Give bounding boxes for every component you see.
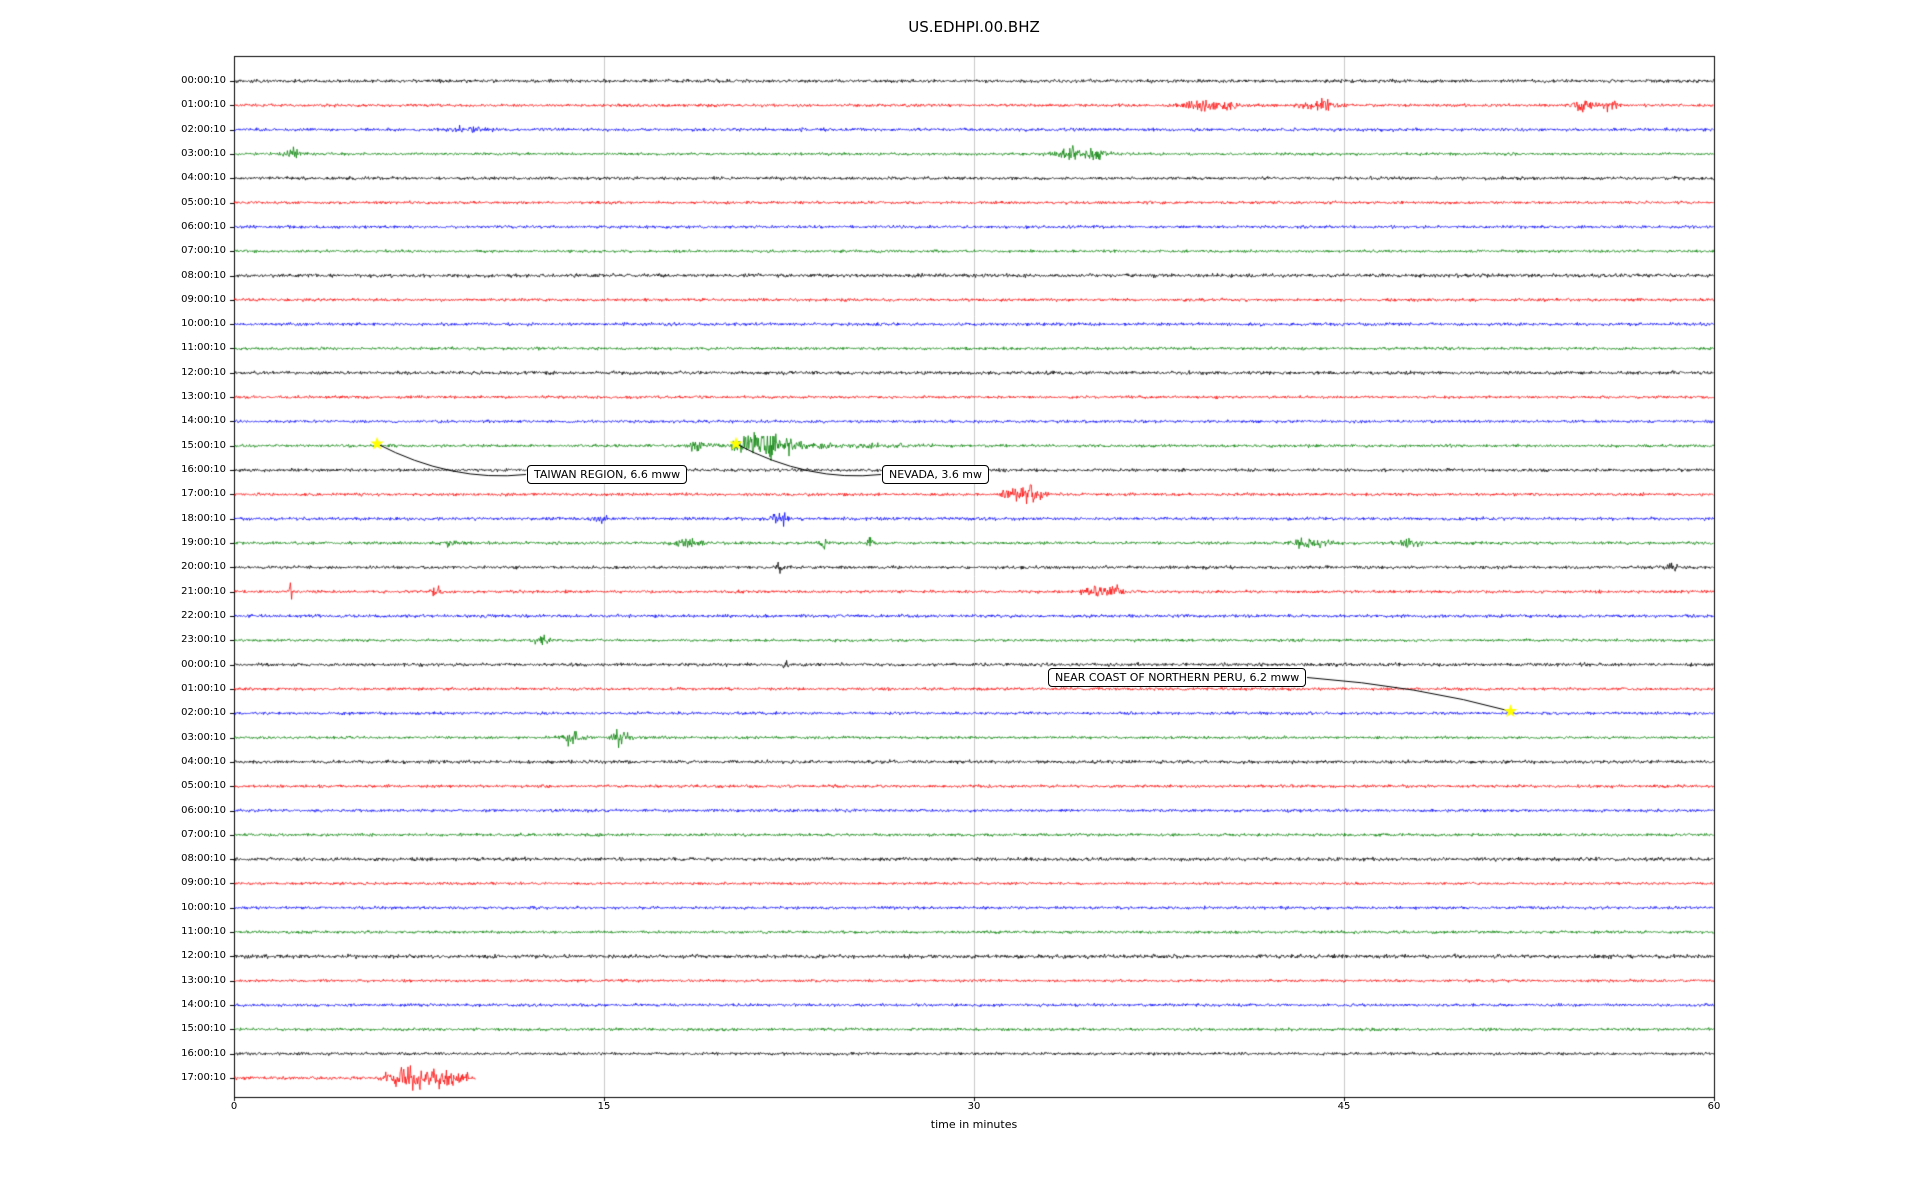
y-tick-label: 17:00:10 [181, 488, 226, 500]
y-tick-label: 20:00:10 [181, 561, 226, 573]
x-tick-label: 30 [967, 1101, 981, 1112]
x-tick-label: 0 [230, 1101, 238, 1112]
x-tick-label: 15 [597, 1101, 611, 1112]
y-tick-label: 00:00:10 [181, 658, 226, 670]
y-tick-label: 03:00:10 [181, 147, 226, 159]
y-tick-label: 22:00:10 [181, 609, 226, 621]
y-tick-label: 16:00:10 [181, 1047, 226, 1059]
y-tick-label: 11:00:10 [181, 926, 226, 938]
y-tick-label: 10:00:10 [181, 318, 226, 330]
x-tick-label: 45 [1337, 1101, 1351, 1112]
y-tick-label: 07:00:10 [181, 828, 226, 840]
x-tick-label: 60 [1707, 1101, 1721, 1112]
annotation-peru: NEAR COAST OF NORTHERN PERU, 6.2 mww [1048, 668, 1307, 687]
y-tick-label: 19:00:10 [181, 537, 226, 549]
y-tick-label: 12:00:10 [181, 950, 226, 962]
y-tick-label: 14:00:10 [181, 999, 226, 1011]
y-tick-label: 23:00:10 [181, 634, 226, 646]
annotation-taiwan-region: TAIWAN REGION, 6.6 mww [527, 465, 688, 484]
y-tick-label: 03:00:10 [181, 731, 226, 743]
y-tick-label: 15:00:10 [181, 439, 226, 451]
y-tick-label: 12:00:10 [181, 366, 226, 378]
y-tick-label: 02:00:10 [181, 123, 226, 135]
y-tick-label: 09:00:10 [181, 293, 226, 305]
y-tick-label: 14:00:10 [181, 415, 226, 427]
y-tick-label: 18:00:10 [181, 512, 226, 524]
y-tick-label: 13:00:10 [181, 974, 226, 986]
y-tick-label: 04:00:10 [181, 755, 226, 767]
y-tick-label: 06:00:10 [181, 220, 226, 232]
y-tick-label: 11:00:10 [181, 342, 226, 354]
y-tick-label: 09:00:10 [181, 877, 226, 889]
y-tick-label: 06:00:10 [181, 804, 226, 816]
y-tick-label: 00:00:10 [181, 75, 226, 86]
y-tick-label: 13:00:10 [181, 391, 226, 403]
y-tick-label: 10:00:10 [181, 901, 226, 913]
y-tick-label: 21:00:10 [181, 585, 226, 597]
y-tick-label: 01:00:10 [181, 682, 226, 694]
y-tick-label: 04:00:10 [181, 172, 226, 184]
y-tick-label: 05:00:10 [181, 196, 226, 208]
y-tick-label: 07:00:10 [181, 245, 226, 257]
y-tick-label: 15:00:10 [181, 1023, 226, 1035]
y-tick-label: 05:00:10 [181, 780, 226, 792]
y-tick-label: 16:00:10 [181, 464, 226, 476]
y-tick-label: 08:00:10 [181, 853, 226, 865]
y-tick-label: 17:00:10 [181, 1072, 226, 1083]
y-tick-label: 08:00:10 [181, 269, 226, 281]
y-tick-label: 02:00:10 [181, 707, 226, 719]
annotation-nevada: NEVADA, 3.6 mw [882, 465, 990, 484]
y-tick-label: 01:00:10 [181, 99, 226, 111]
x-axis-label: time in minutes [930, 1118, 1018, 1131]
plot-title: US.EDHPI.00.BHZ [908, 18, 1040, 36]
